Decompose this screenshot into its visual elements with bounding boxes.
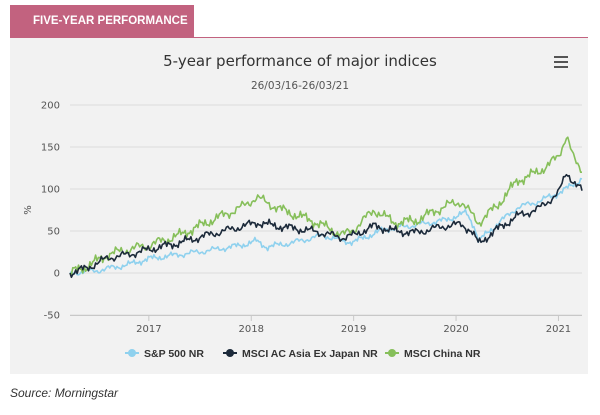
legend-marker-icon [388,349,396,357]
legend-item[interactable]: MSCI AC Asia Ex Japan NR [223,348,378,360]
series-line [69,173,583,279]
x-tick-label: 2017 [136,324,161,335]
series-line [69,177,583,276]
y-axis-label: % [23,205,34,215]
legend-marker-icon [128,349,136,357]
source-note: Source: Morningstar [10,386,119,400]
chart-subtitle: 26/03/16-26/03/21 [251,80,349,92]
legend-item[interactable]: MSCI China NR [385,348,481,360]
legend-label: MSCI China NR [404,348,481,360]
legend-label: MSCI AC Asia Ex Japan NR [242,348,378,360]
y-tick-label: 0 [54,269,60,280]
chart-title: 5-year performance of major indices [163,52,437,70]
x-tick-label: 2019 [341,324,366,335]
hamburger-menu-icon[interactable] [554,56,568,69]
y-tick-label: 200 [41,101,60,112]
y-tick-label: 100 [41,185,60,196]
x-tick-label: 2021 [546,324,571,335]
y-tick-label: 50 [47,227,60,238]
tab-rule [10,37,588,38]
legend-item[interactable]: S&P 500 NR [125,348,204,360]
section-tab: FIVE-YEAR PERFORMANCE [10,5,194,38]
y-tick-label: 150 [41,143,60,154]
y-tick-label: -50 [44,311,60,322]
legend-label: S&P 500 NR [144,348,204,360]
legend-marker-icon [226,349,234,357]
x-tick-label: 2020 [443,324,468,335]
x-tick-label: 2018 [239,324,264,335]
series-line [69,136,582,276]
chart-panel [10,38,588,374]
